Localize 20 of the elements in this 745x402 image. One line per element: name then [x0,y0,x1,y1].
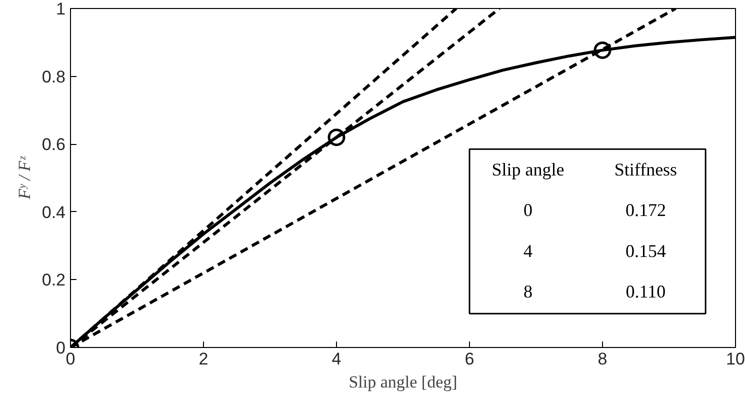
y-tick-label: 0.6 [42,135,66,154]
x-tick-label: 10 [726,350,745,368]
annotation: 0.110 [626,282,666,302]
annotation: 0.172 [625,200,666,220]
x-tick-label: 4 [332,350,342,368]
y-axis-title: Fʸ / Fᶻ [14,156,34,200]
x-tick-label: 6 [464,350,474,368]
x-tick-label: 8 [598,350,608,368]
y-tick-label: 0.8 [42,67,66,86]
annotation: 0 [524,200,533,220]
x-axis-title: Slip angle [deg] [348,372,458,392]
x-tick-label: 2 [198,350,208,368]
y-tick-label: 0.2 [42,270,66,290]
annotation: 4 [524,240,533,261]
annotation: Slip angle [492,160,564,180]
annotation: 8 [524,282,533,302]
annotation: Stiffness [614,160,678,180]
annotation: 0.154 [625,240,666,261]
y-tick-label: 0.4 [42,202,66,222]
y-tick-label: 1 [56,0,66,18]
